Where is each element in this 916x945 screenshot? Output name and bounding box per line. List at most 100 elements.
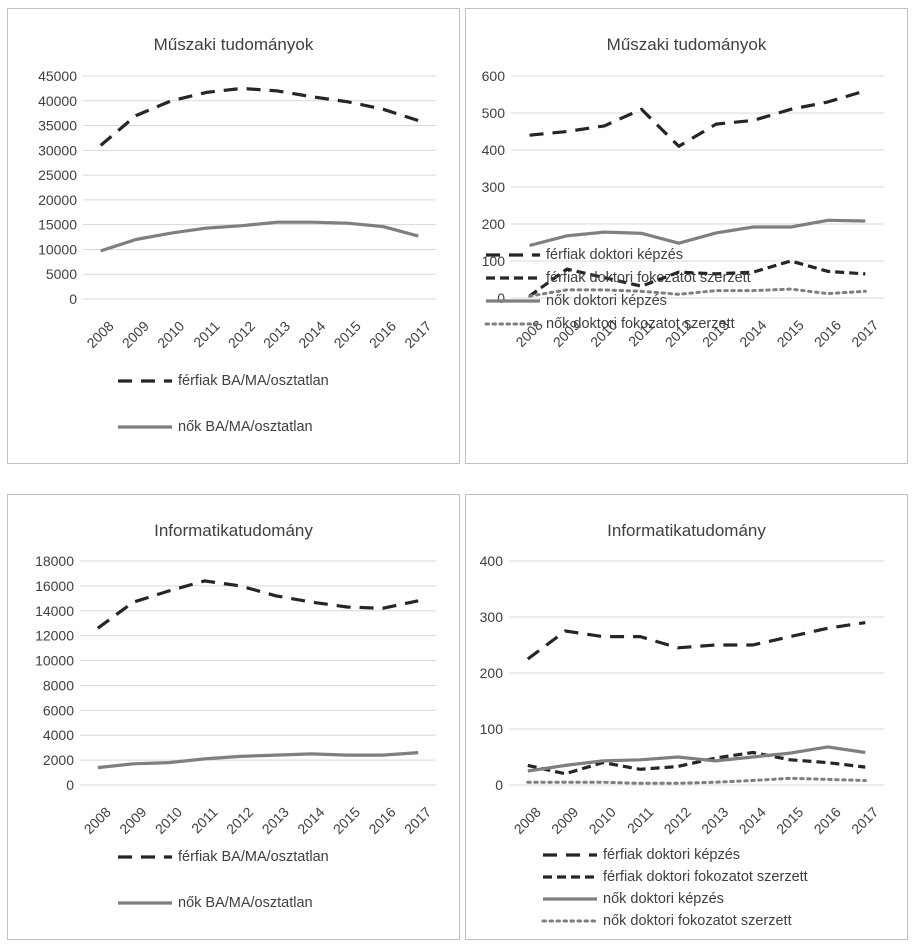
chart-title: Műszaki tudományok [606,35,767,54]
legend-label: férfiak doktori fokozatot szerzett [603,869,808,885]
x-tick-label: 2017 [401,318,434,351]
chart-panel-bottom-left: Informatikatudomány 0 2000 4000 6000 8000 100… [7,494,460,940]
x-tick-label: 2012 [223,804,256,837]
legend-item: férfiak BA/MA/osztatlan [116,847,329,867]
chart-title: Informatikatudomány [607,521,766,540]
x-tick-label: 2015 [773,804,806,837]
x-tick-label: 2008 [83,318,116,351]
legend-swatch [543,897,597,901]
series-line [529,218,866,248]
y-tick-label: 12000 [35,628,74,644]
legend-item: nők BA/MA/osztatlan [116,893,313,913]
x-tick-label: 2012 [661,804,694,837]
legend-swatch [118,901,172,905]
y-tick-label: 30000 [38,142,77,158]
y-tick-label: 20000 [38,192,77,208]
y-tick-label: 500 [482,105,506,121]
y-tick-label: 200 [482,216,506,232]
legend-item: nők doktori képzés [484,291,667,311]
legend-item: férfiak doktori fokozatot szerzett [541,867,808,887]
y-tick-label: 15000 [38,217,77,233]
x-tick-label: 2011 [624,804,657,837]
x-tick-label: 2015 [331,318,364,351]
series-line [526,621,866,661]
legend-item: férfiak doktori képzés [541,845,740,865]
x-tick-label: 2010 [154,318,187,351]
chart-panel-top-left: Műszaki tudományok 0 5000 10000 15000 20000 2… [7,8,460,464]
legend-swatch [541,919,599,923]
chart-title: Műszaki tudományok [153,35,314,54]
y-tick-label: 10000 [35,653,74,669]
y-tick-label: 0 [69,291,77,307]
x-tick-label: 2015 [330,804,363,837]
y-tick-label: 100 [482,253,506,269]
y-tick-label: 5000 [46,266,77,282]
y-tick-label: 4000 [43,727,74,743]
legend-label: férfiak doktori fokozatot szerzett [546,270,751,286]
x-tick-label: 2013 [698,804,731,837]
legend-label: férfiak BA/MA/osztatlan [178,373,329,389]
x-tick-label: 2014 [736,804,769,837]
legend-label: nők doktori fokozatot szerzett [546,316,735,332]
y-tick-label: 25000 [38,167,77,183]
chart-plot: 0 2000 4000 6000 8000 10000 12000 14000 16000 180… [35,553,436,837]
y-tick-label: 14000 [35,603,74,619]
legend-swatch [118,855,172,859]
legend-item: férfiak doktori fokozatot szerzett [484,268,751,288]
series-line [97,751,419,770]
x-tick-label: 2016 [366,318,399,351]
x-tick-label: 2009 [548,804,581,837]
legend-item: nők doktori fokozatot szerzett [541,911,792,931]
x-tick-label: 2015 [774,317,807,350]
y-tick-label: 0 [497,290,505,306]
x-tick-label: 2014 [736,317,769,350]
y-tick-label: 10000 [38,241,77,257]
chart-panel-top-right: Műszaki tudományok 0 100 200 300 400 500 600 20… [465,8,908,464]
y-tick-label: 40000 [38,93,77,109]
legend-swatch [486,253,540,257]
x-tick-label: 2013 [259,804,292,837]
legend-swatch [118,379,172,383]
x-tick-label: 2013 [260,318,293,351]
chart-title: Informatikatudomány [154,521,313,540]
x-tick-label: 2011 [190,318,223,351]
legend-label: nők BA/MA/osztatlan [178,895,313,911]
series-line [100,220,419,253]
legend-item: nők doktori fokozatot szerzett [484,314,735,334]
legend-swatch [543,875,597,879]
series-line [96,579,419,630]
legend-swatch [118,425,172,429]
legend-item: nők BA/MA/osztatlan [116,417,313,437]
x-tick-label: 2011 [188,804,221,837]
x-tick-label: 2008 [511,804,544,837]
legend-swatch [543,853,597,857]
x-tick-label: 2009 [119,318,152,351]
x-tick-label: 2017 [848,804,881,837]
x-tick-label: 2008 [81,804,114,837]
legend-swatch [484,322,542,326]
y-tick-label: 8000 [43,677,74,693]
y-tick-label: 0 [66,777,74,793]
x-tick-label: 2016 [365,804,398,837]
legend-label: férfiak doktori képzés [603,847,741,863]
x-tick-label: 2009 [116,804,149,837]
y-tick-label: 300 [480,609,504,625]
y-tick-label: 18000 [35,553,74,569]
legend-label: nők doktori képzés [546,293,667,309]
series-line [527,750,866,776]
legend-label: nők doktori képzés [603,891,724,907]
x-tick-label: 2010 [586,804,619,837]
x-tick-label: 2016 [811,804,844,837]
legend-item: nők doktori képzés [541,889,724,909]
legend-item: férfiak doktori képzés [484,245,683,265]
legend-label: férfiak BA/MA/osztatlan [178,849,329,865]
series-line [528,259,866,298]
x-tick-label: 2010 [152,804,185,837]
chart-plot: 0 5000 10000 15000 20000 25000 30000 35000 40000… [38,68,436,351]
x-tick-label: 2017 [401,804,434,837]
y-tick-label: 200 [480,665,504,681]
y-tick-label: 400 [482,142,506,158]
series-line [99,86,419,147]
